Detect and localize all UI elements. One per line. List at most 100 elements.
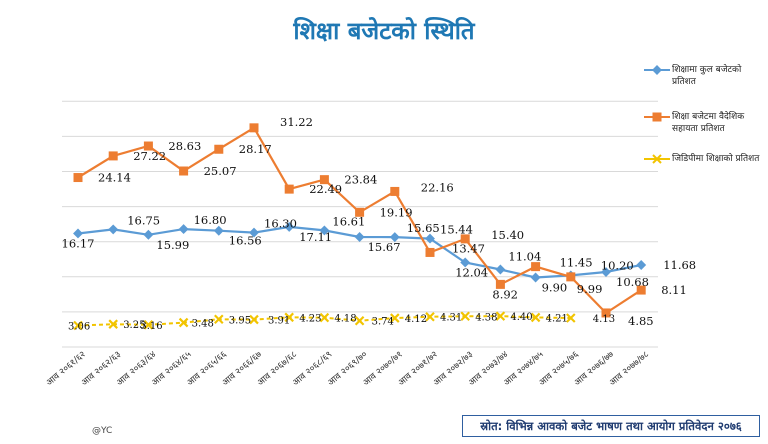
data-label: 15.44 [440, 223, 473, 237]
data-point [143, 141, 153, 151]
data-point [636, 285, 646, 295]
data-point [495, 279, 505, 289]
data-label: 24.14 [98, 171, 131, 185]
legend-markers [644, 65, 670, 164]
data-label: 28.63 [168, 139, 201, 153]
data-point [389, 232, 400, 243]
data-point [390, 186, 400, 196]
data-point [284, 312, 294, 323]
chart-title: शिक्षा बजेटको स्थिति [293, 17, 475, 45]
legend-marker [652, 65, 662, 75]
data-point [214, 314, 224, 325]
legend-label-total-budget: शिक्षामा कुल बजेटको प्रतिशत [672, 65, 742, 87]
data-point [601, 267, 611, 277]
data-label: 16.80 [194, 213, 227, 227]
data-label: 19.19 [380, 205, 413, 219]
data-point [143, 229, 154, 240]
data-point [636, 260, 647, 270]
data-label: 11.04 [508, 249, 541, 263]
legend-label-foreign-aid: शिक्षा बजेटमा वैदेशिक सहायता प्रतिशत [672, 112, 745, 134]
data-point [390, 313, 400, 323]
data-point [495, 264, 506, 275]
data-label: 22.49 [309, 182, 342, 196]
data-point [319, 312, 330, 323]
data-point [354, 232, 365, 242]
legend-marker [652, 112, 662, 122]
data-point [425, 311, 435, 322]
data-point [601, 308, 611, 318]
source-note: स्रोत: विभिन्न आवको बजेट भाषण तथा आयोग प… [462, 415, 760, 437]
x-tick-label: आव २०७७/७८ [608, 349, 652, 388]
data-label: 15.40 [491, 228, 524, 242]
data-point [355, 207, 365, 217]
data-point [108, 224, 119, 235]
data-label: 4.21 [546, 313, 568, 324]
data-point [214, 144, 224, 154]
data-point [566, 313, 576, 323]
data-label: 4.31 [440, 313, 462, 324]
data-point [73, 320, 83, 331]
data-point [213, 225, 224, 236]
data-label: 10.68 [616, 275, 649, 289]
data-point [178, 317, 189, 328]
data-label: 3.74 [372, 317, 394, 328]
data-point [284, 221, 295, 232]
data-label: 16.30 [264, 217, 297, 231]
data-label: 3.25 [123, 320, 145, 331]
data-point [531, 262, 541, 272]
data-label: 4.12 [405, 314, 427, 325]
data-label: 4.40 [510, 312, 532, 323]
data-point [495, 311, 506, 321]
data-label: 12.04 [455, 265, 488, 279]
data-label: 22.16 [421, 180, 454, 194]
data-point [460, 234, 470, 244]
data-label: 17.11 [299, 230, 332, 244]
data-point [460, 257, 471, 268]
data-label: 3.16 [140, 321, 162, 332]
data-label: 11.68 [663, 258, 696, 272]
data-label: 4.18 [334, 314, 356, 325]
data-point [249, 227, 259, 238]
data-label: 25.07 [204, 164, 237, 178]
data-label: 3.95 [229, 315, 251, 326]
data-point [284, 184, 294, 194]
data-point [108, 151, 118, 161]
data-point [319, 225, 330, 236]
data-label: 28.17 [239, 142, 272, 156]
data-label: 8.92 [492, 287, 518, 301]
data-label: 9.90 [542, 281, 568, 295]
data-label: 9.99 [577, 282, 603, 296]
data-label: 16.61 [332, 214, 365, 228]
data-point [530, 272, 541, 283]
data-label: 4.38 [475, 312, 497, 323]
data-label: 15.65 [407, 221, 440, 235]
data-label: 16.75 [127, 213, 160, 227]
data-label: 15.67 [368, 240, 401, 254]
data-labels: 16.17 16.75 15.99 16.8016.5616.3017.1116.61… [62, 115, 697, 333]
data-label: 13.47 [452, 241, 485, 255]
data-point [249, 123, 259, 133]
data-point [425, 247, 435, 257]
data-label: 16.56 [229, 234, 262, 248]
legend-label-gdp: जिडिपीमा शिक्षाको प्रतिशत [672, 154, 760, 164]
data-label: 27.22 [133, 149, 166, 163]
gridlines [62, 100, 658, 348]
data-label: 4.85 [628, 314, 654, 328]
data-label: 8.11 [661, 283, 687, 297]
data-label: 31.22 [280, 115, 313, 129]
data-point [460, 311, 470, 322]
data-point [178, 224, 189, 235]
series-layer [73, 123, 647, 331]
data-label: 4.13 [593, 314, 615, 325]
data-point [108, 319, 118, 329]
data-label: 3.06 [68, 322, 90, 333]
data-point [425, 233, 435, 244]
data-point [566, 272, 576, 282]
data-point [73, 173, 83, 183]
data-label: 3.48 [192, 319, 214, 330]
data-label: 23.84 [344, 173, 377, 187]
data-point [354, 315, 365, 326]
data-label: 4.23 [299, 313, 321, 324]
